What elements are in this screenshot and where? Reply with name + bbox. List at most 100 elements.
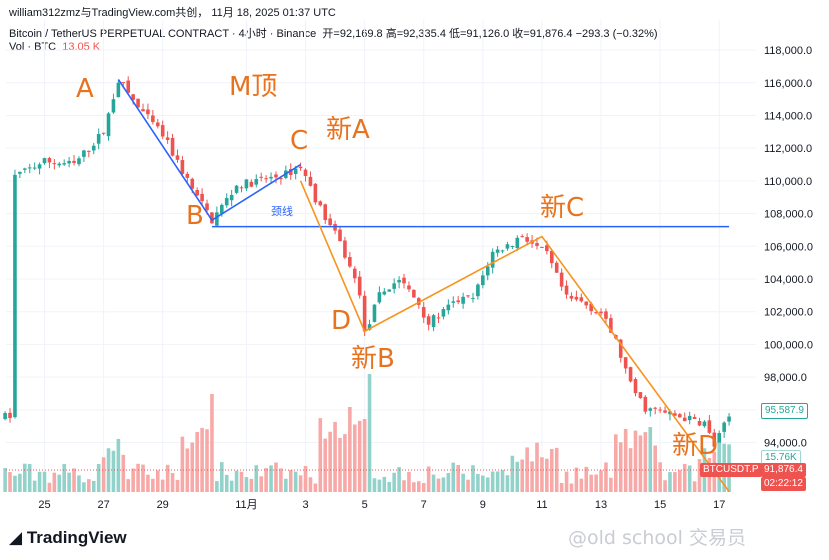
volume-bar <box>170 473 175 492</box>
candle-body <box>288 169 293 175</box>
candle-body <box>579 297 584 302</box>
volume-bar <box>673 472 677 492</box>
volume-bar <box>136 463 140 492</box>
candle-body <box>549 250 554 264</box>
volume-bar <box>382 476 387 492</box>
volume-bar <box>313 483 318 492</box>
volume-bar <box>23 463 27 492</box>
candle-body <box>461 296 465 304</box>
candle-body <box>678 414 682 418</box>
candle-body <box>426 316 431 325</box>
label-C: C <box>290 126 309 156</box>
volume-bar <box>303 465 308 492</box>
watermark: @old school 交易员 <box>568 527 746 549</box>
volume-bar <box>343 434 347 492</box>
volume-bar <box>190 442 195 492</box>
candle-body <box>500 250 505 252</box>
volume-bar <box>13 475 17 492</box>
volume-bar <box>141 464 145 492</box>
candle-body <box>431 315 436 328</box>
volume-bar <box>42 471 47 492</box>
candle-body <box>604 311 608 319</box>
candle-body <box>264 178 268 180</box>
label-A: A <box>76 74 94 104</box>
volume-bar <box>441 477 446 492</box>
candle-body <box>387 289 392 292</box>
volume-bar <box>476 473 480 492</box>
volume-bar <box>362 419 367 492</box>
candle-body <box>348 257 352 267</box>
candle-body <box>633 379 638 394</box>
candle-body <box>436 317 441 319</box>
candle-body <box>91 145 96 151</box>
candle-body <box>481 275 485 286</box>
candle-body <box>584 301 589 306</box>
label-new-D: 新D <box>672 431 719 461</box>
volume-bar <box>18 473 22 492</box>
volume-bar <box>653 445 657 492</box>
volume-bar <box>505 475 510 492</box>
candle-body <box>279 178 283 180</box>
candle-body <box>343 240 347 258</box>
volume-bar <box>274 462 278 492</box>
candle-body <box>451 301 456 303</box>
candle-body <box>682 417 687 422</box>
candle-body <box>23 168 27 170</box>
candle-body <box>495 249 500 253</box>
candle-body <box>412 289 416 298</box>
volume-bar <box>426 466 431 492</box>
candle-body <box>116 82 121 98</box>
candle-body <box>687 415 692 421</box>
candle-body <box>421 307 426 318</box>
candle-body <box>362 295 367 332</box>
volume-bar <box>87 479 91 492</box>
volume-bar <box>205 429 209 492</box>
x-tick-label: 11月 <box>235 499 257 511</box>
volume-bar <box>387 481 392 492</box>
candle-body <box>559 272 564 287</box>
x-tick-label: 27 <box>97 499 109 511</box>
tradingview-logo[interactable]: ◢ TradingView <box>9 528 127 548</box>
candle-body <box>441 309 446 317</box>
logo-text: TradingView <box>26 528 127 547</box>
y-tick-label: 108,000.0 <box>764 209 813 221</box>
candle-body <box>37 164 42 169</box>
candle-body <box>136 98 140 108</box>
volume-bar <box>91 480 96 492</box>
volume-bar <box>564 471 569 492</box>
candle-body <box>618 339 623 358</box>
candle-body <box>274 174 278 178</box>
volume-bar <box>293 471 298 492</box>
candle-body <box>155 122 160 127</box>
candle-body <box>18 171 22 174</box>
volume-bar <box>668 472 672 492</box>
candle-body <box>357 276 362 296</box>
candle-body <box>535 243 539 246</box>
volume-bar <box>259 476 263 492</box>
volume-bar <box>540 457 544 492</box>
candle-body <box>722 422 726 432</box>
candle-body <box>712 432 717 447</box>
candle-body <box>42 158 47 164</box>
close-price-tag: 91,876.4 <box>761 463 806 477</box>
x-tick-label: 29 <box>157 499 169 511</box>
candle-body <box>32 167 37 169</box>
candle-body <box>27 167 32 169</box>
candle-body <box>658 409 662 411</box>
candle-body <box>372 304 377 322</box>
candle-body <box>466 295 470 297</box>
candle-body <box>3 412 7 420</box>
candle-body <box>520 236 525 238</box>
candle-body <box>407 285 411 290</box>
last-price-tag: 95,587.9 <box>761 403 808 419</box>
candle-body <box>318 201 323 206</box>
volume-bar <box>254 465 259 492</box>
volume-bar <box>284 478 288 492</box>
volume-bar <box>210 394 214 492</box>
candle-body <box>106 113 111 137</box>
y-tick-label: 116,000.0 <box>764 78 812 90</box>
candle-body <box>456 300 460 303</box>
volume-bar <box>338 438 342 492</box>
volume-bar <box>678 470 682 492</box>
candle-body <box>269 176 273 179</box>
